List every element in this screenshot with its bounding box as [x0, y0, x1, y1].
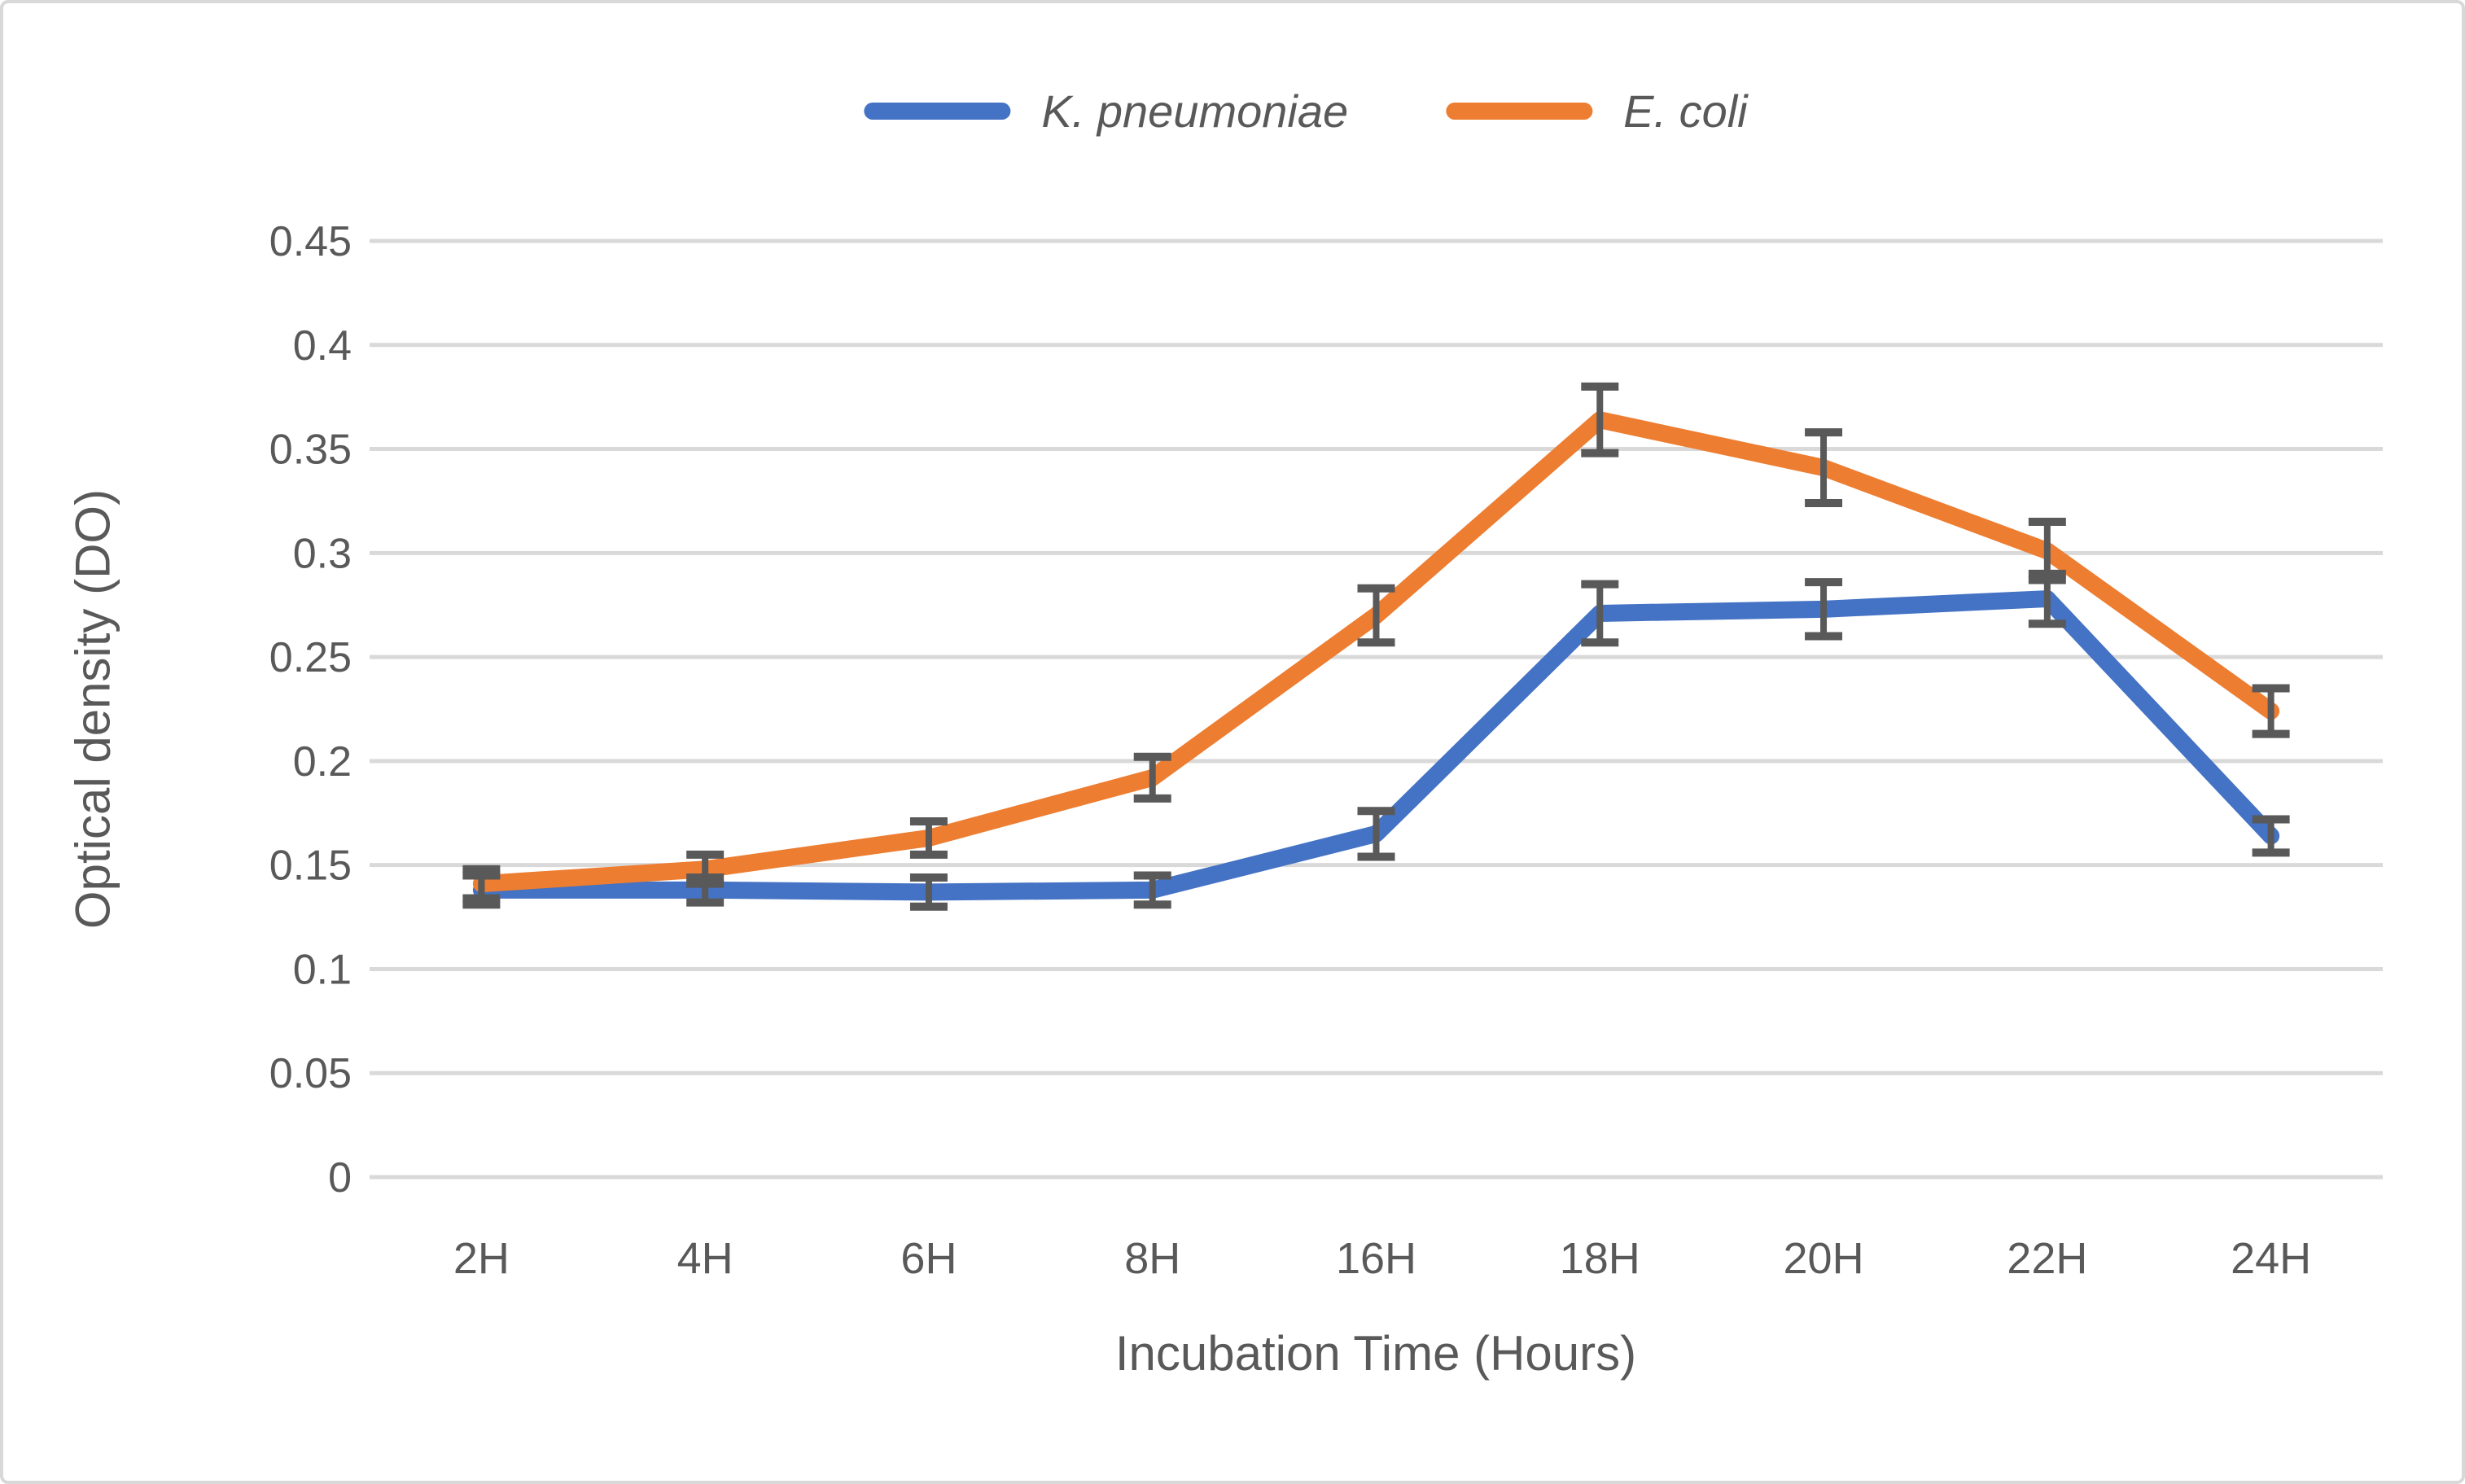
x-axis-title: Incubation Time (Hours) — [1114, 1326, 1637, 1381]
y-tick-label: 0.05 — [269, 1050, 352, 1097]
gridlines — [370, 239, 2383, 1180]
x-tick-label: 16H — [1336, 1234, 1416, 1283]
y-tick-label: 0.2 — [293, 738, 352, 786]
x-tick-label: 18H — [1560, 1234, 1640, 1283]
error-bars — [462, 382, 2290, 911]
y-tick-label: 0.45 — [269, 218, 352, 265]
legend-item-k-pneumoniae: K. pneumoniae — [864, 85, 1348, 138]
y-tick-label: 0.4 — [293, 322, 352, 370]
plot-area: 0 0.05 0.1 0.15 0.2 0.25 0.3 0.35 0.4 0.45 2H 4H 6H 8… — [269, 218, 2383, 1283]
y-tick-label: 0.1 — [293, 946, 352, 993]
legend: K. pneumoniae E. coli — [864, 85, 1748, 138]
x-tick-label: 22H — [2007, 1234, 2087, 1283]
legend-label-k-pneumoniae: K. pneumoniae — [1041, 85, 1349, 137]
x-tick-label: 8H — [1124, 1234, 1180, 1283]
legend-item-e-coli: E. coli — [1446, 85, 1748, 138]
x-tick-label: 2H — [453, 1234, 510, 1283]
legend-marker-k-pneumoniae — [864, 103, 1011, 120]
x-tick-label: 4H — [677, 1234, 733, 1283]
x-axis-tick-labels: 2H 4H 6H 8H 16H 18H 20H 22H 24H — [453, 1234, 2311, 1283]
y-axis-tick-labels: 0 0.05 0.1 0.15 0.2 0.25 0.3 0.35 0.4 0.45 — [269, 218, 352, 1202]
x-tick-label: 6H — [900, 1234, 957, 1283]
y-tick-label: 0.35 — [269, 427, 352, 474]
y-tick-label: 0.15 — [269, 843, 352, 890]
y-tick-label: 0 — [328, 1154, 352, 1202]
x-tick-label: 24H — [2231, 1234, 2311, 1283]
legend-label-e-coli: E. coli — [1623, 85, 1748, 137]
y-tick-label: 0.3 — [293, 530, 352, 577]
x-tick-label: 20H — [1784, 1234, 1864, 1283]
legend-marker-e-coli — [1446, 103, 1593, 120]
y-tick-label: 0.25 — [269, 634, 352, 681]
